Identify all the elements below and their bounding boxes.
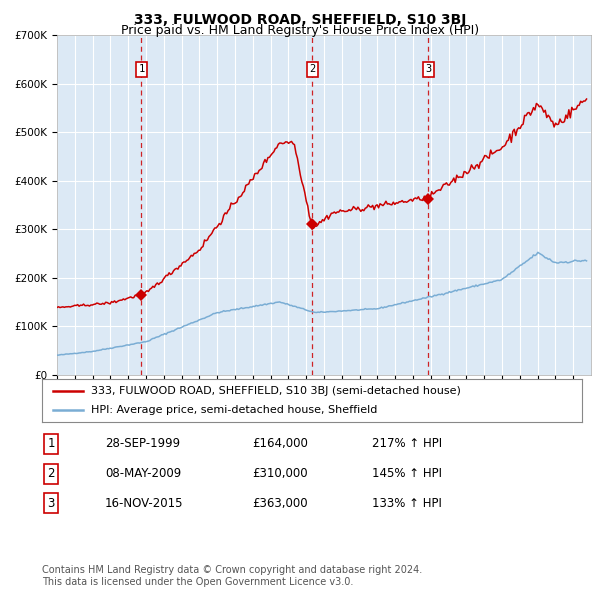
Text: Contains HM Land Registry data © Crown copyright and database right 2024.
This d: Contains HM Land Registry data © Crown c… <box>42 565 422 587</box>
Text: 1: 1 <box>138 64 145 74</box>
Text: 333, FULWOOD ROAD, SHEFFIELD, S10 3BJ: 333, FULWOOD ROAD, SHEFFIELD, S10 3BJ <box>134 13 466 27</box>
Text: 08-MAY-2009: 08-MAY-2009 <box>105 467 181 480</box>
Text: 1: 1 <box>47 437 55 450</box>
Text: 133% ↑ HPI: 133% ↑ HPI <box>372 497 442 510</box>
Text: £310,000: £310,000 <box>252 467 308 480</box>
Text: £164,000: £164,000 <box>252 437 308 450</box>
Text: 3: 3 <box>47 497 55 510</box>
Text: 16-NOV-2015: 16-NOV-2015 <box>105 497 184 510</box>
Text: £363,000: £363,000 <box>252 497 308 510</box>
Text: HPI: Average price, semi-detached house, Sheffield: HPI: Average price, semi-detached house,… <box>91 405 377 415</box>
Text: 28-SEP-1999: 28-SEP-1999 <box>105 437 180 450</box>
Text: Price paid vs. HM Land Registry's House Price Index (HPI): Price paid vs. HM Land Registry's House … <box>121 24 479 37</box>
Text: 3: 3 <box>425 64 431 74</box>
Text: 217% ↑ HPI: 217% ↑ HPI <box>372 437 442 450</box>
Text: 145% ↑ HPI: 145% ↑ HPI <box>372 467 442 480</box>
Text: 2: 2 <box>310 64 316 74</box>
Text: 333, FULWOOD ROAD, SHEFFIELD, S10 3BJ (semi-detached house): 333, FULWOOD ROAD, SHEFFIELD, S10 3BJ (s… <box>91 386 460 396</box>
Text: 2: 2 <box>47 467 55 480</box>
